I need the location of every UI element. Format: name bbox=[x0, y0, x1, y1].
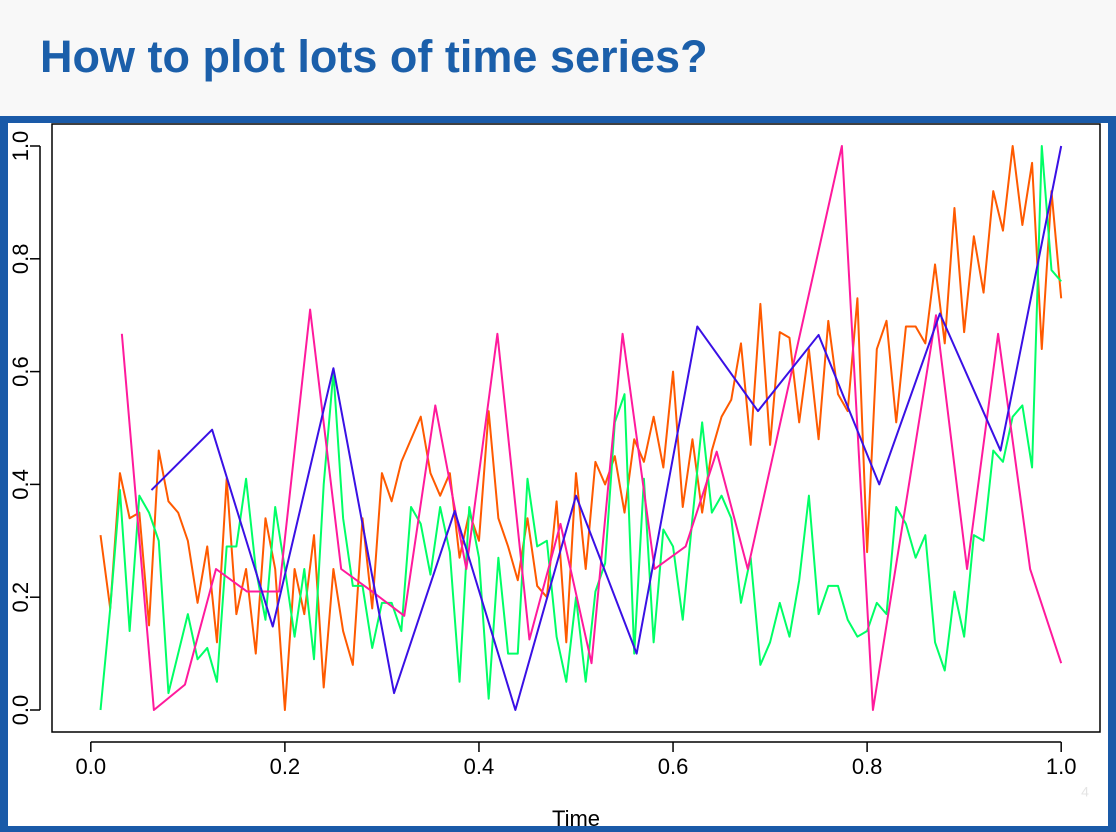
x-tick-label: 1.0 bbox=[1046, 754, 1077, 779]
x-tick-label: 0.6 bbox=[658, 754, 689, 779]
x-tick-label: 0.4 bbox=[464, 754, 495, 779]
content-area bbox=[8, 123, 1108, 826]
y-tick-label: 0.4 bbox=[8, 469, 33, 500]
x-tick-label: 0.0 bbox=[76, 754, 107, 779]
y-tick-label: 0.0 bbox=[8, 695, 33, 726]
page-number: 4 bbox=[1081, 784, 1089, 800]
series-line bbox=[99, 144, 1062, 711]
x-tick-label: 0.2 bbox=[270, 754, 301, 779]
y-tick-label: 0.8 bbox=[8, 244, 33, 275]
series-line bbox=[120, 144, 1063, 712]
y-tick-label: 1.0 bbox=[8, 131, 33, 162]
y-tick-label: 0.6 bbox=[8, 356, 33, 387]
header-band bbox=[0, 0, 1116, 116]
x-axis-label: Time bbox=[552, 806, 600, 831]
slide-title: How to plot lots of time series? bbox=[40, 31, 708, 82]
x-tick-label: 0.8 bbox=[852, 754, 883, 779]
plot-box bbox=[51, 123, 1101, 733]
y-tick-label: 0.2 bbox=[8, 582, 33, 613]
series-line bbox=[150, 145, 1063, 712]
